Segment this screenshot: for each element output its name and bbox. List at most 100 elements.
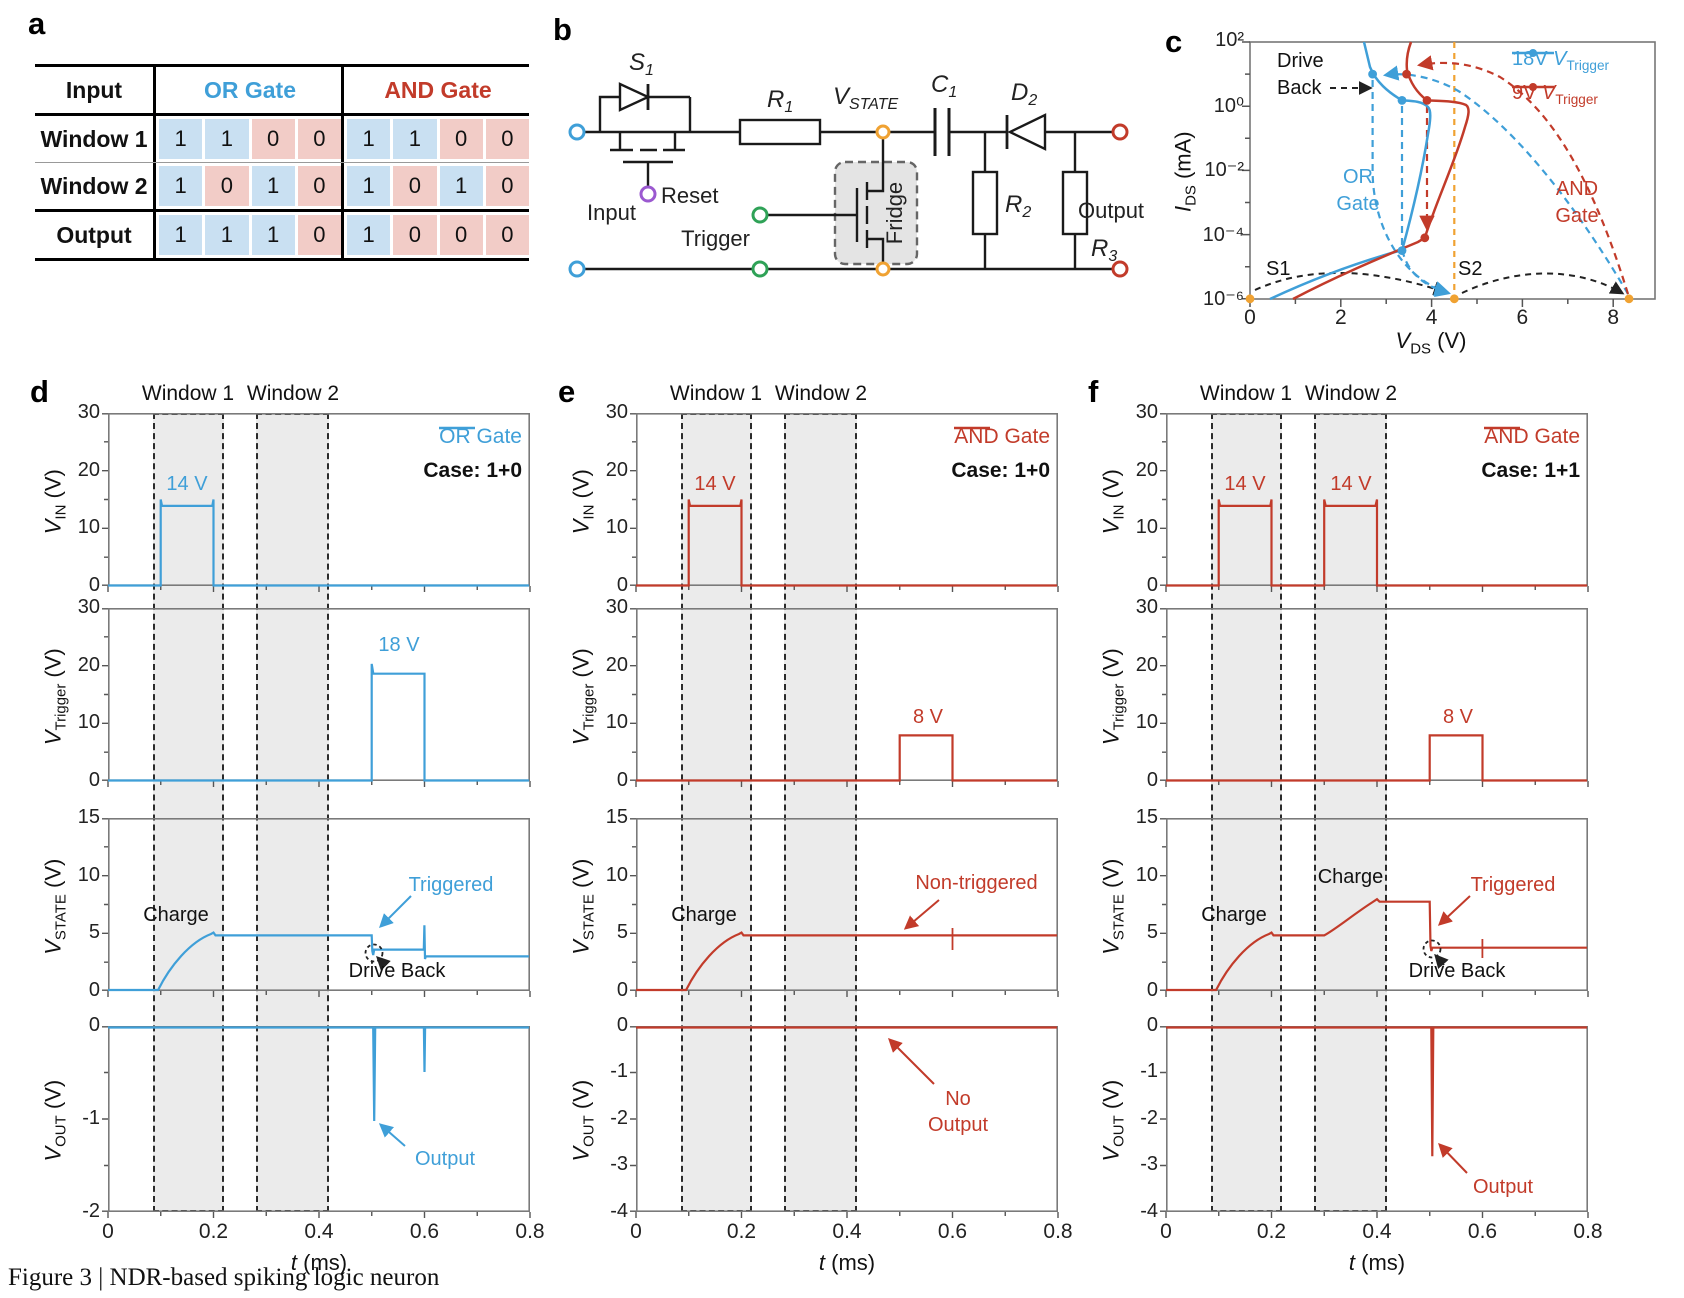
- panel-e-letter: e: [558, 374, 576, 409]
- cell: 1: [347, 119, 391, 159]
- label-output: Output: [1078, 198, 1144, 223]
- y-tick: 10⁻²: [1204, 159, 1244, 181]
- cell: 0: [297, 215, 341, 255]
- vstate-trace: [1166, 897, 1587, 992]
- vin-axis-label: VIN (V): [40, 469, 70, 535]
- cell: 0: [393, 215, 437, 255]
- output-terminal-bottom: [1111, 260, 1129, 278]
- charge2-label: Charge: [1317, 866, 1384, 888]
- triggered-label: Triggered: [408, 874, 494, 896]
- output-label: Output: [1472, 1176, 1534, 1198]
- vtrigger-pulse-label: 8 V: [912, 706, 944, 728]
- cell: 0: [485, 119, 529, 159]
- subplot-vtrigger: 30 20 10 0 VTrigger (V) 18 V: [40, 596, 531, 791]
- time-axis-label: t (ms): [818, 1250, 876, 1275]
- vin-pulse-label: 14 V: [166, 473, 208, 495]
- panel-d: d Window 1 Window 2 30 20 10 0 VIN (V) O…: [30, 374, 545, 1275]
- vin-pulse-label: 14 V: [694, 473, 736, 495]
- legend-9v: 9V VTrigger: [1512, 82, 1598, 107]
- reset-terminal: [639, 185, 657, 203]
- label-input: Input: [587, 200, 636, 225]
- panel-f-letter: f: [1088, 374, 1099, 409]
- panel-c-letter: c: [1165, 24, 1183, 59]
- legend-or-gate: OR Gate: [439, 425, 522, 448]
- window2-shade: [1313, 413, 1388, 1212]
- or-gate-load-lines: [1371, 65, 1629, 297]
- diode-s1: [618, 82, 651, 112]
- x-axis-label: VDS (V): [1395, 328, 1467, 358]
- vout-trace: [1166, 1026, 1587, 1157]
- vout-trace: [108, 1026, 529, 1122]
- subplot-vtrigger: 30 20 10 0 VTrigger (V) 8 V: [568, 596, 1059, 791]
- subplot-vstate: 15 10 5 0 VSTATE (V) Charge Non-triggere…: [568, 806, 1059, 1001]
- cell: 1: [205, 119, 249, 159]
- y-axis-label: IDS (mA): [1170, 131, 1200, 213]
- input-terminal-top: [568, 123, 586, 141]
- cell: 0: [205, 166, 249, 206]
- time-axis-label: t (ms): [290, 1250, 348, 1275]
- table-row-window2: Window 2 1 0 1 0 1 0 1 0: [35, 162, 529, 209]
- non-triggered-label: Non-triggered: [915, 872, 1038, 894]
- output-arrow: [378, 1123, 406, 1147]
- table-row-window1: Window 1 1 1 0 0 1 1 0 0: [35, 116, 529, 162]
- y-tick: 10⁻⁶: [1202, 288, 1244, 310]
- y-tick: 10⁰: [1213, 95, 1244, 117]
- vtrigger-axis-label: VTrigger (V): [40, 648, 70, 746]
- subplot-vout: 0 -1 -2 -3 -4 VOUT (V) Output: [1098, 1014, 1589, 1222]
- cell: 0: [251, 119, 295, 159]
- blue-dots: [1368, 69, 1407, 256]
- label-c1: C1: [931, 71, 957, 101]
- diode-d2: [1007, 113, 1047, 151]
- label-d2: D2: [1011, 79, 1037, 109]
- header-and-gate: AND Gate: [384, 76, 492, 103]
- window2-shade: [783, 413, 858, 1212]
- annotation-s2: S2: [1458, 258, 1483, 280]
- label-reset: Reset: [661, 183, 718, 208]
- subplot-vstate: 15 10 5 0 VSTATE (V) Charge Charge Trigg…: [1098, 806, 1589, 1001]
- truth-table: Input OR Gate AND Gate Window 1 1 1 0 0 …: [35, 64, 529, 261]
- vstate-trace: [108, 925, 529, 992]
- vtrigger-trace: [636, 734, 1057, 782]
- cell: 0: [439, 215, 483, 255]
- triggered-arrow: [379, 895, 412, 928]
- case-label: Case: 1+0: [423, 459, 522, 482]
- figure-caption: Figure 3 | NDR-based spiking logic neuro…: [8, 1264, 440, 1291]
- panel-d-letter: d: [30, 374, 49, 409]
- fridge-mosfet: [767, 138, 885, 263]
- cell: 1: [159, 215, 203, 255]
- vout-axis-label: VOUT (V): [40, 1079, 70, 1162]
- cell: 0: [393, 166, 437, 206]
- x-tick: 2: [1334, 306, 1347, 329]
- cell: 1: [159, 119, 203, 159]
- annotation-back: Back: [1277, 77, 1322, 99]
- circuit-diagram: S1 R1 VSTATE C1 D2 R2 R3 Input Reset Tri…: [568, 49, 1144, 278]
- cell: 1: [205, 215, 249, 255]
- cell: 1: [159, 166, 203, 206]
- vin-pulse-label-2: 14 V: [1330, 473, 1372, 495]
- cell: 1: [347, 166, 391, 206]
- capacitor-c1: [933, 108, 951, 156]
- drive-back-circle: [364, 943, 384, 963]
- drive-back-arrow: [1434, 953, 1449, 970]
- input-terminal-bottom: [568, 260, 586, 278]
- subplot-vin: 30 20 10 0 VIN (V) OR Gate Case: 1+0 14 …: [40, 401, 531, 596]
- resistor-r1: [738, 118, 822, 146]
- table-row-output: Output 1 1 1 0 1 0 0 0: [35, 209, 529, 258]
- label-vstate: VSTATE: [833, 83, 899, 113]
- subplot-vstate: 15 10 5 0 VSTATE (V) Charge Triggered Dr…: [40, 806, 531, 1001]
- vtrigger-pulse-label: 8 V: [1442, 706, 1474, 728]
- vstate-node: [875, 124, 891, 140]
- no-label: No: [945, 1088, 971, 1110]
- triggered-arrow: [1437, 895, 1471, 926]
- window1-label: Window 1: [141, 382, 235, 405]
- label-r2: R2: [1005, 191, 1031, 221]
- cell: 1: [347, 215, 391, 255]
- window1-shade: [1210, 413, 1282, 1212]
- cell: 0: [485, 215, 529, 255]
- label-r3: R3: [1091, 235, 1117, 265]
- annotation-and-gate: Gate: [1555, 205, 1599, 227]
- panel-a-letter: a: [28, 6, 46, 41]
- cell: 1: [439, 166, 483, 206]
- window1-shade: [680, 413, 752, 1212]
